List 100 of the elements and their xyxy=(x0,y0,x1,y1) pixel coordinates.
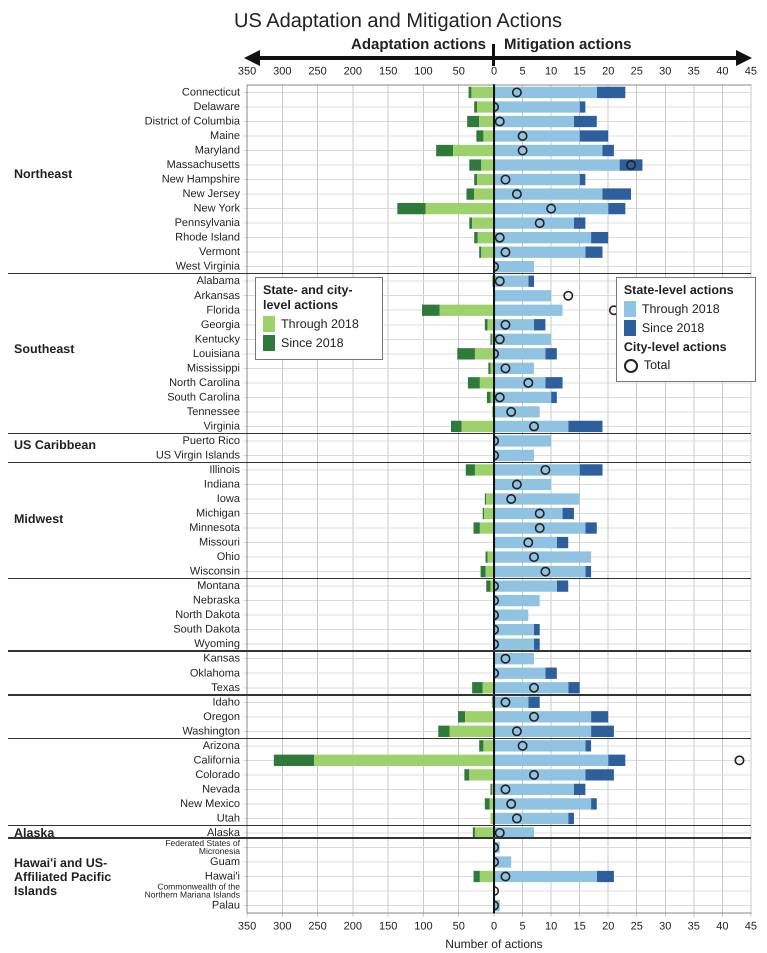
y-tick-label: Federated States of Micronesia xyxy=(165,838,241,856)
y-tick-label: New Mexico xyxy=(180,798,240,810)
x2-tick-label: 15 xyxy=(573,920,586,932)
x-tick-label: 15 xyxy=(573,66,586,78)
chart-subtitle: Adaptation actions xyxy=(346,36,490,53)
x-tick-label: 30 xyxy=(659,66,672,78)
y-tick-label: Alaska xyxy=(206,826,241,839)
y-tick-label: Louisiana xyxy=(192,348,241,360)
y-tick-label: Guam xyxy=(210,856,240,868)
y-tick-label: Vermont xyxy=(199,246,240,258)
y-tick-label: Oregon xyxy=(203,710,240,723)
y-tick-label: Kansas xyxy=(203,652,240,665)
annotation: City-level actions xyxy=(624,340,728,356)
text: US Caribbean xyxy=(14,438,97,452)
y-tick-label: Wisconsin xyxy=(190,566,240,578)
y-tick-label: North Carolina xyxy=(169,376,241,389)
y-tick-label: Tennessee xyxy=(186,406,240,418)
text: Midwest xyxy=(14,512,64,526)
x2-tick-label: 150 xyxy=(378,920,398,932)
x-tick-label: 35 xyxy=(688,66,700,78)
y-tick-label: Hawai'i xyxy=(204,870,240,883)
x-tick-label: 300 xyxy=(273,66,292,78)
y-tick-label: Pennsylvania xyxy=(174,217,241,230)
y-tick-label: Arkansas xyxy=(194,290,240,302)
y-tick-label: Idaho xyxy=(212,696,240,708)
y-tick-label: Arizona xyxy=(202,740,241,752)
x2-tick-label: 25 xyxy=(630,920,643,932)
x2-tick-label: 45 xyxy=(744,920,757,932)
y-tick-label: Mississippi xyxy=(186,362,240,374)
legend-title: State-level actions xyxy=(624,283,735,298)
x2-tick-label: 5 xyxy=(519,920,526,932)
text: Alaska xyxy=(14,826,56,840)
y-tick-label: Maine xyxy=(210,130,240,142)
legend-label: Since 2018 xyxy=(281,336,344,351)
y-tick-label: Delaware xyxy=(194,101,240,114)
legend-label: Since 2018 xyxy=(642,320,704,336)
y-tick-label: Wyoming xyxy=(194,638,240,650)
x2-tick-label: 250 xyxy=(308,920,327,932)
x-tick-label: 45 xyxy=(744,66,757,78)
y-tick-label: Rhode Island xyxy=(175,232,240,244)
legend-label: Through 2018 xyxy=(642,302,720,317)
y-tick-label: Oklahoma xyxy=(190,667,241,680)
x2-tick-label: 300 xyxy=(273,920,292,932)
x2-tick-label: 20 xyxy=(602,920,614,932)
x-tick-label: 250 xyxy=(308,66,327,78)
text: Hawai'i and US-Affiliated Pacific Islands xyxy=(14,856,112,898)
x-tick-label: 350 xyxy=(238,66,256,78)
legend-label: Total xyxy=(644,358,670,374)
chart-subtitle: Mitigation actions xyxy=(500,36,636,53)
x-tick-label: 20 xyxy=(602,66,614,78)
y-tick-label: Connecticut xyxy=(182,86,240,98)
x2-tick-label: 40 xyxy=(716,920,728,932)
x-tick-label: 5 xyxy=(519,66,526,78)
y-tick-label: Washington xyxy=(182,725,240,738)
x-tick-label: 40 xyxy=(716,66,728,78)
x-tick-label: 0 xyxy=(490,66,498,78)
y-tick-label: West Virginia xyxy=(176,260,241,273)
x2-tick-label: 30 xyxy=(659,920,672,932)
x2-tick-label: 350 xyxy=(238,920,256,932)
x2-tick-label: 10 xyxy=(544,920,558,932)
text: Southeast xyxy=(14,342,76,356)
x-tick-label: 150 xyxy=(378,66,398,78)
y-tick-label: Palau xyxy=(212,900,240,912)
y-tick-label: Ohio xyxy=(216,551,240,564)
y-tick-label: Alabama xyxy=(196,275,241,288)
y-tick-label: New York xyxy=(194,202,240,215)
y-tick-label: Colorado xyxy=(195,768,240,781)
x2-tick-label: 50 xyxy=(452,920,465,932)
y-tick-label: Nebraska xyxy=(192,594,241,607)
x2-tick-label: 200 xyxy=(344,920,362,932)
y-tick-label: US Virgin Islands xyxy=(156,449,240,462)
y-tick-label: Puerto Rico xyxy=(182,434,240,447)
y-tick-label: Georgia xyxy=(200,318,241,331)
y-tick-label: California xyxy=(194,754,241,766)
x-tick-label: 100 xyxy=(414,66,433,78)
legend-title: State- and city-level actions xyxy=(263,283,354,314)
chart-title: US Adaptation and Mitigation Actions xyxy=(233,10,563,33)
y-tick-label: South Carolina xyxy=(167,391,241,404)
y-tick-label: North Dakota xyxy=(175,609,241,622)
y-tick-label: District of Columbia xyxy=(144,116,241,128)
y-tick-label: Missouri xyxy=(199,536,240,549)
y-tick-label: Illinois xyxy=(209,464,240,476)
y-tick-label: Virginia xyxy=(204,420,241,432)
y-tick-label: Iowa xyxy=(216,493,241,506)
y-tick-label: Maryland xyxy=(194,144,240,157)
y-tick-label: Kentucky xyxy=(194,333,240,346)
y-tick-label: Commonwealth of the Northern Mariana Islands xyxy=(144,881,240,900)
y-tick-label: New Jersey xyxy=(182,188,240,200)
x-tick-label: 10 xyxy=(544,66,558,78)
y-tick-label: South Dakota xyxy=(173,624,241,636)
x2-tick-label: 35 xyxy=(688,920,700,932)
x-tick-label: 200 xyxy=(344,66,362,78)
y-tick-label: New Hampshire xyxy=(162,174,240,186)
x2-tick-label: 100 xyxy=(414,920,433,932)
y-tick-label: Michigan xyxy=(196,508,240,520)
y-tick-label: Nevada xyxy=(202,783,241,796)
y-tick-label: Minnesota xyxy=(189,522,241,534)
y-tick-label: Florida xyxy=(206,304,241,316)
y-tick-label: Montana xyxy=(197,580,241,592)
x-axis-title: Number of actions xyxy=(444,937,544,951)
